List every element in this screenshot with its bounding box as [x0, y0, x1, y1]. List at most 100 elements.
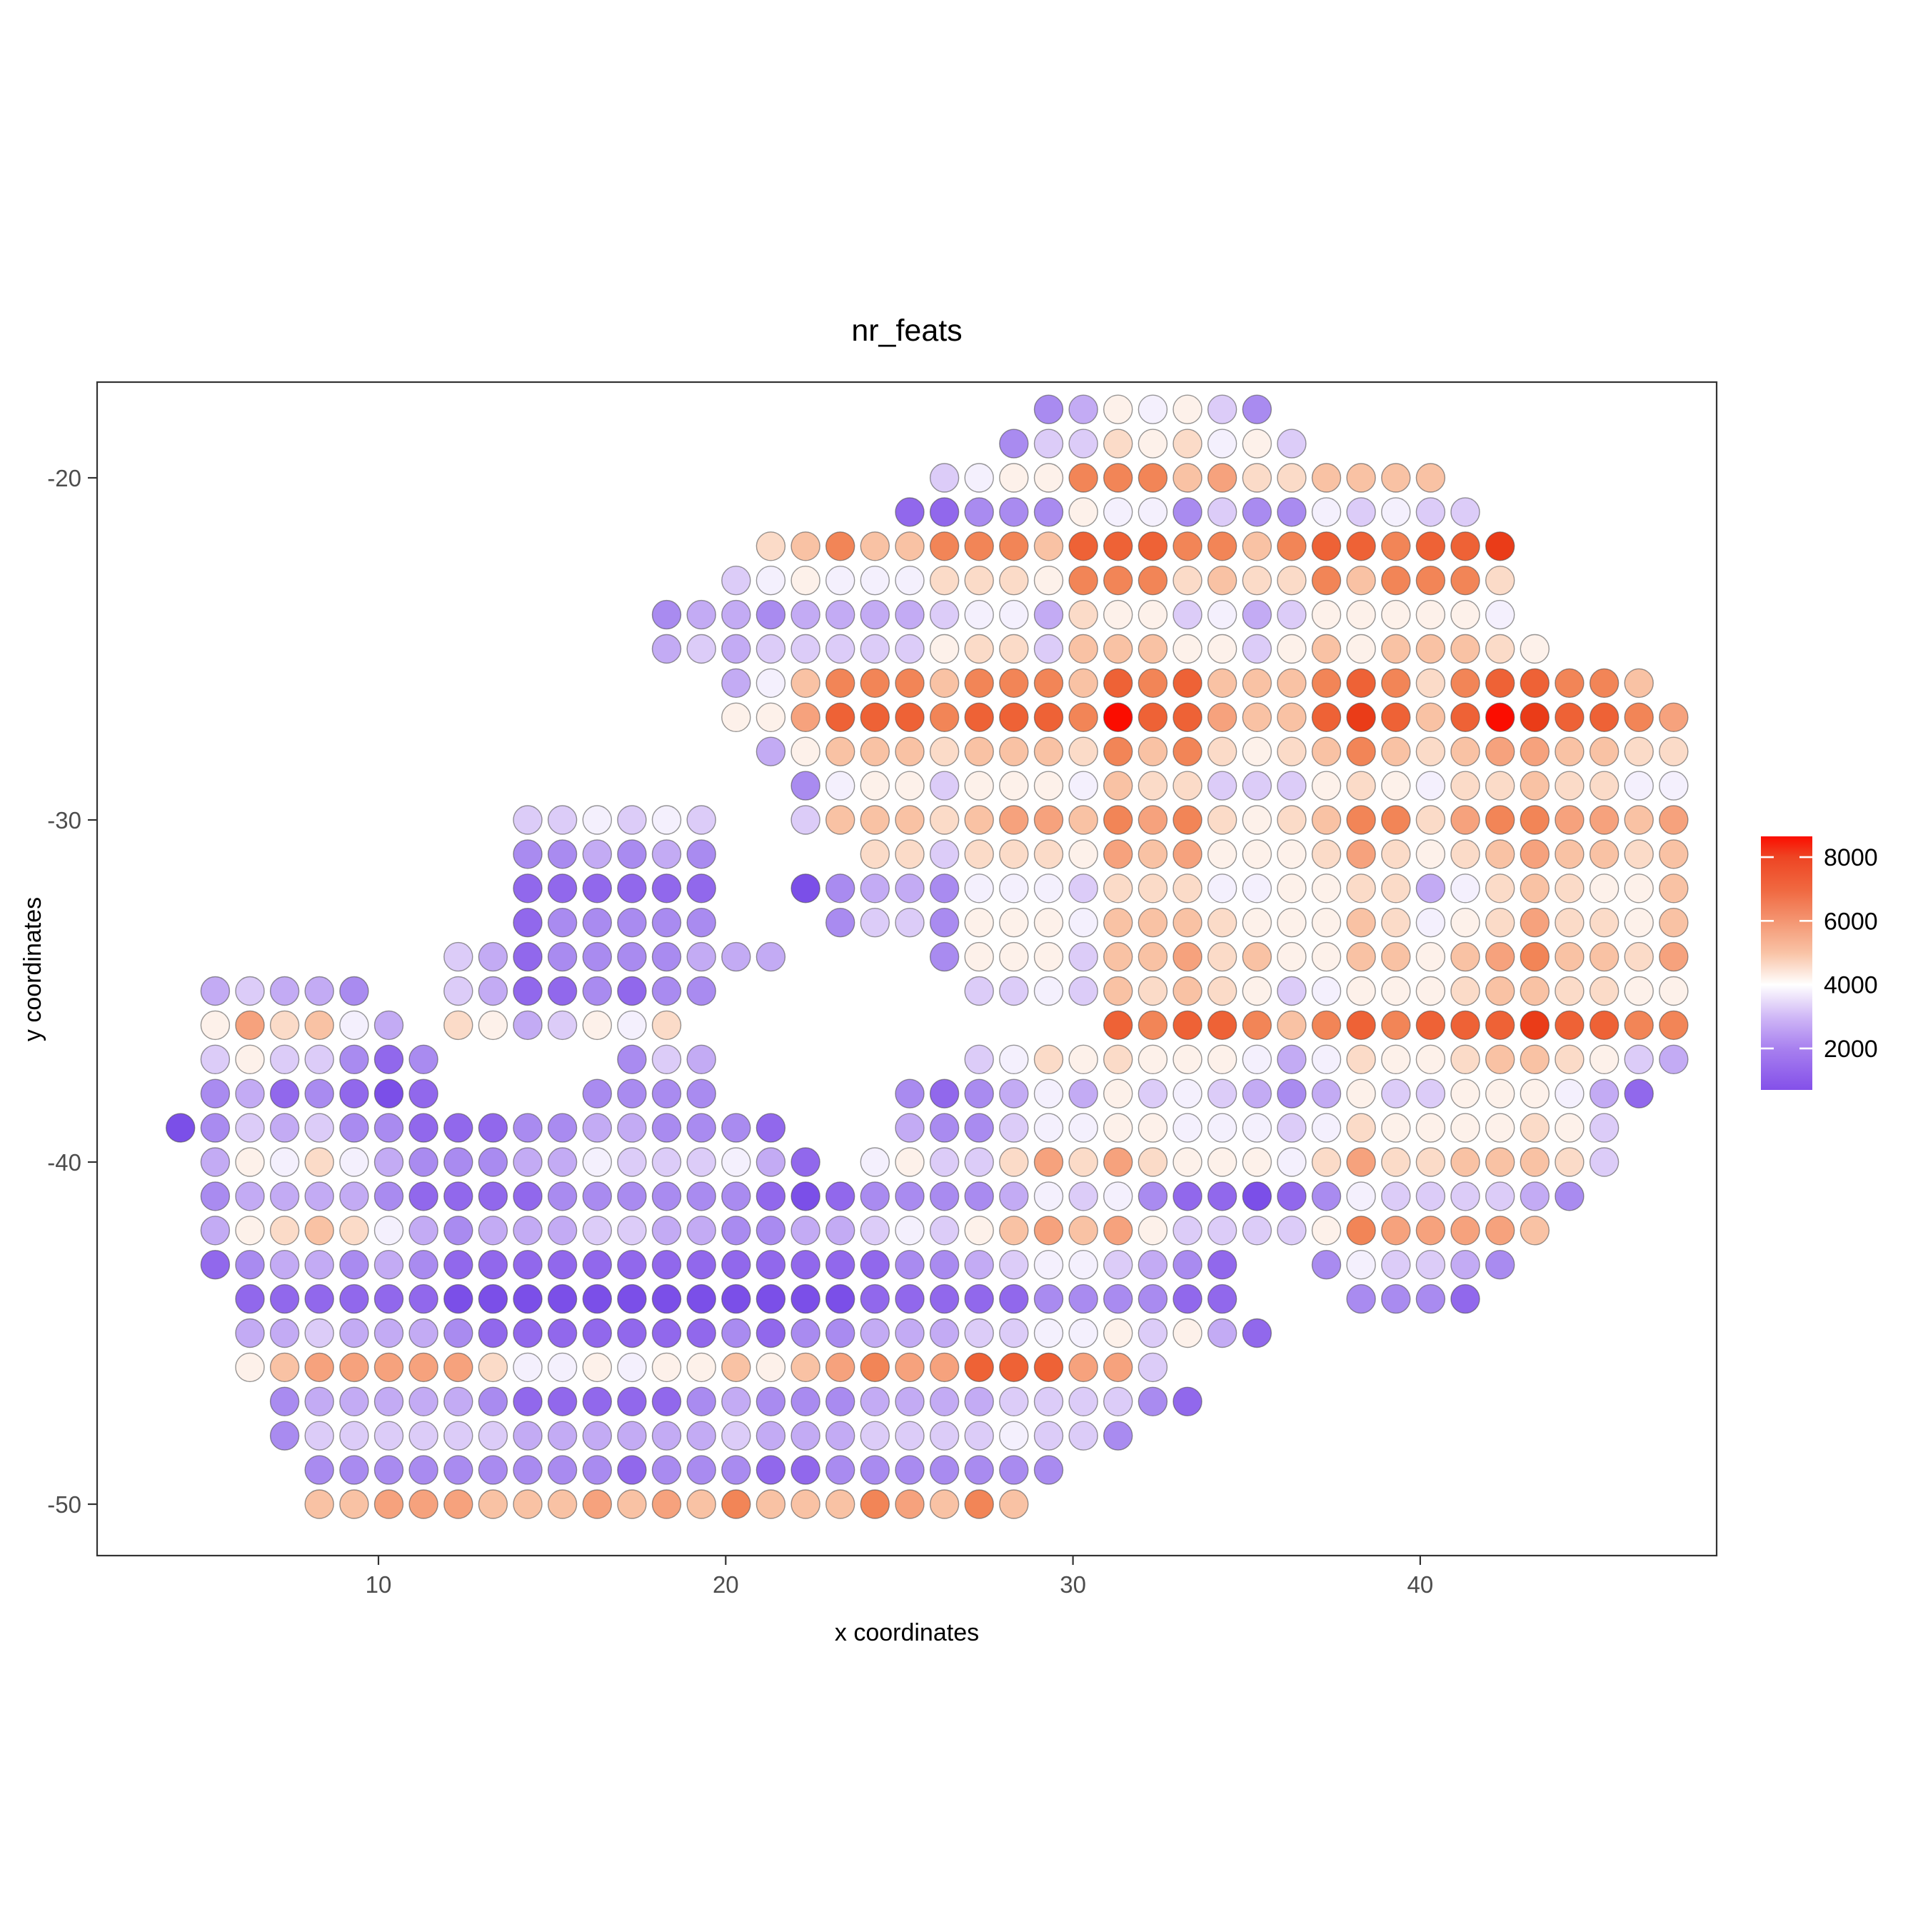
data-point: [825, 1421, 855, 1451]
data-point: [1068, 463, 1098, 493]
data-point: [755, 1147, 786, 1177]
data-point: [1589, 702, 1620, 732]
data-point: [1207, 907, 1237, 938]
data-point: [860, 531, 890, 561]
data-point: [721, 1216, 751, 1246]
data-point: [721, 1147, 751, 1177]
data-point: [1311, 941, 1342, 972]
data-point: [1103, 1318, 1133, 1348]
data-point: [617, 976, 647, 1006]
data-point: [1589, 907, 1620, 938]
x-tick-label: 20: [713, 1571, 739, 1598]
data-point: [1173, 736, 1203, 766]
data-point: [339, 1283, 369, 1314]
data-point: [1450, 976, 1480, 1006]
data-point: [1346, 599, 1376, 630]
data-point: [547, 1352, 578, 1383]
data-point: [1485, 1216, 1515, 1246]
data-point: [1346, 566, 1376, 596]
data-point: [1103, 531, 1133, 561]
data-point: [269, 1181, 300, 1211]
data-point: [304, 1352, 334, 1383]
data-point: [617, 1113, 647, 1143]
data-point: [1138, 1249, 1168, 1280]
data-point: [1555, 1044, 1585, 1075]
data-point: [895, 771, 925, 801]
data-point: [825, 1216, 855, 1246]
data-point: [235, 1216, 265, 1246]
data-point: [790, 874, 820, 904]
data-point: [1311, 1216, 1342, 1246]
data-point: [1033, 907, 1064, 938]
data-point: [825, 1283, 855, 1314]
data-point: [443, 976, 473, 1006]
data-point: [1068, 429, 1098, 459]
data-point: [478, 1352, 508, 1383]
data-point: [1173, 702, 1203, 732]
data-point: [1485, 702, 1515, 732]
data-point: [582, 1010, 612, 1041]
data-point: [1068, 566, 1098, 596]
data-point: [1277, 634, 1307, 664]
data-point: [1242, 839, 1272, 869]
data-point: [686, 1318, 716, 1348]
data-point: [1068, 941, 1098, 972]
data-point: [964, 566, 994, 596]
x-axis: 10 20 30 40: [366, 1556, 1433, 1598]
data-point: [269, 1113, 300, 1143]
data-point: [1033, 1318, 1064, 1348]
data-point: [651, 907, 682, 938]
data-point: [1589, 1044, 1620, 1075]
data-point: [825, 566, 855, 596]
data-point: [1485, 668, 1515, 699]
data-point: [1033, 805, 1064, 835]
data-point: [1381, 599, 1411, 630]
data-point: [478, 941, 508, 972]
data-point: [964, 702, 994, 732]
data-point: [1555, 702, 1585, 732]
data-point: [1450, 874, 1480, 904]
data-point: [1103, 1113, 1133, 1143]
data-point: [1033, 1113, 1064, 1143]
data-point: [617, 1216, 647, 1246]
data-point: [895, 736, 925, 766]
data-point: [929, 1386, 960, 1417]
data-point: [1103, 1078, 1133, 1108]
data-point: [964, 1078, 994, 1108]
data-point: [547, 1010, 578, 1041]
data-point: [1520, 1078, 1550, 1108]
data-point: [1277, 429, 1307, 459]
data-point: [582, 1147, 612, 1177]
data-point: [929, 1181, 960, 1211]
data-point: [895, 668, 925, 699]
data-point: [408, 1421, 438, 1451]
data-point: [235, 1352, 265, 1383]
data-point: [651, 1283, 682, 1314]
data-point: [721, 702, 751, 732]
data-point: [1068, 1318, 1098, 1348]
data-point: [1242, 394, 1272, 424]
data-point: [721, 1318, 751, 1348]
data-point: [1415, 1113, 1446, 1143]
data-point: [1555, 874, 1585, 904]
legend-tick-label: 8000: [1824, 844, 1878, 871]
data-point: [721, 566, 751, 596]
data-point: [964, 1386, 994, 1417]
data-point: [1624, 907, 1654, 938]
data-point: [1450, 497, 1480, 527]
data-point: [408, 1078, 438, 1108]
data-point: [686, 941, 716, 972]
data-point: [1624, 839, 1654, 869]
data-point: [929, 1078, 960, 1108]
data-point: [617, 805, 647, 835]
data-point: [1624, 1010, 1654, 1041]
data-point: [1381, 736, 1411, 766]
data-point: [1277, 907, 1307, 938]
data-point: [373, 1181, 404, 1211]
data-point: [1138, 874, 1168, 904]
data-point: [408, 1283, 438, 1314]
data-point: [964, 839, 994, 869]
data-point: [304, 1113, 334, 1143]
data-point: [790, 1249, 820, 1280]
